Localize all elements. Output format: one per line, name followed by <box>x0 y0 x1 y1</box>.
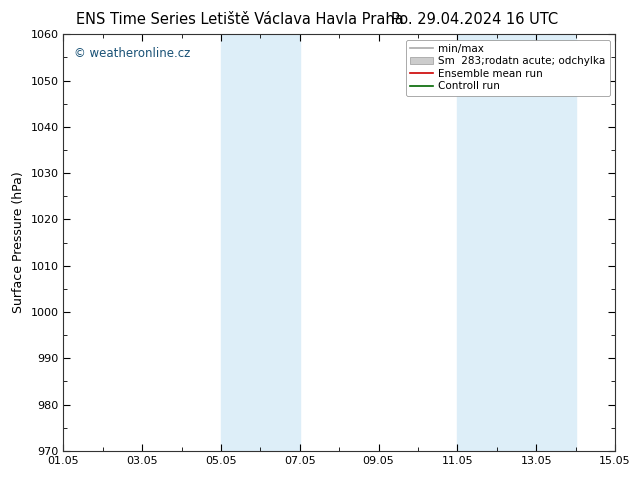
Legend: min/max, Sm  283;rodatn acute; odchylka, Ensemble mean run, Controll run: min/max, Sm 283;rodatn acute; odchylka, … <box>406 40 610 96</box>
Bar <box>221 34 300 451</box>
Text: © weatheronline.cz: © weatheronline.cz <box>74 47 191 60</box>
Bar <box>457 34 576 451</box>
Text: Po. 29.04.2024 16 UTC: Po. 29.04.2024 16 UTC <box>391 12 558 27</box>
Text: ENS Time Series Letiště Václava Havla Praha: ENS Time Series Letiště Václava Havla Pr… <box>76 12 404 27</box>
Y-axis label: Surface Pressure (hPa): Surface Pressure (hPa) <box>12 172 25 314</box>
